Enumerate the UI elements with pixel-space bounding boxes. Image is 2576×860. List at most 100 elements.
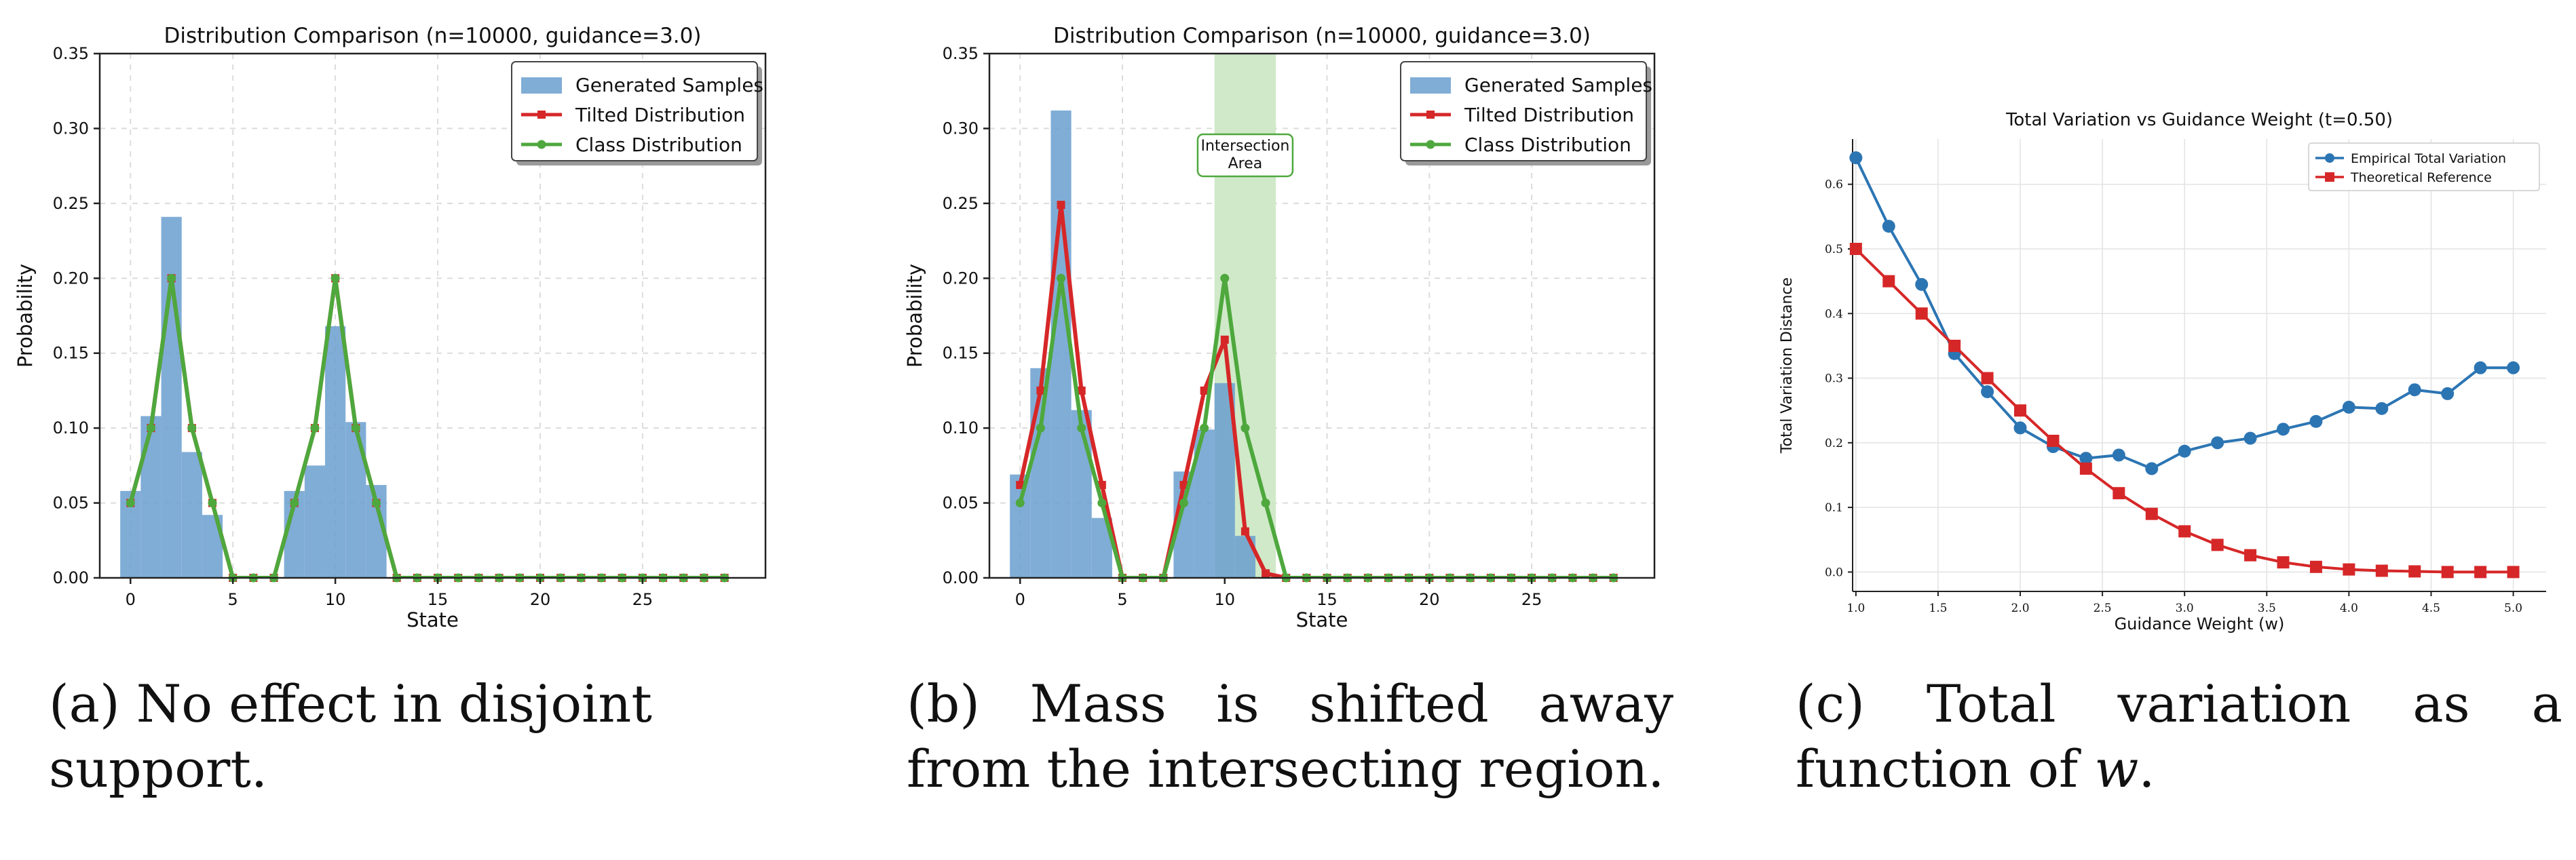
empirical-marker: [2309, 414, 2323, 428]
theory-marker: [2211, 539, 2224, 551]
empirical-marker: [2013, 421, 2027, 435]
x-tick-label: 0: [126, 590, 136, 609]
y-tick-label: 0.5: [1825, 243, 1843, 256]
legend-theory-marker: [2325, 172, 2334, 182]
empirical-marker: [2243, 431, 2257, 445]
class-marker: [1179, 499, 1188, 508]
caption-c-period: .: [2138, 739, 2155, 799]
class-marker: [208, 499, 217, 508]
class-marker: [1220, 273, 1230, 283]
x-tick-label: 25: [632, 590, 654, 609]
legend-class-marker: [1426, 140, 1435, 149]
empirical-marker: [1981, 385, 1994, 399]
caption-c-text: (c) Total variation as a function of: [1796, 673, 2562, 799]
legend-label: Generated Samples: [575, 74, 763, 96]
legend-label: Theoretical Reference: [2350, 170, 2492, 185]
class-line: [1018, 277, 1614, 578]
chart-c: 0.0 0.1 0.2 0.3 0.4 0.5 0.6 1.0 1.5 2.0 2.5 3.0 3.5 4…: [1779, 110, 2546, 633]
class-marker: [310, 423, 320, 433]
y-tick-label: 0.1: [1825, 501, 1843, 515]
y-tick-label: 0.35: [943, 44, 979, 63]
x-tick-label: 4.5: [2422, 602, 2440, 615]
legend-label: Generated Samples: [1464, 74, 1652, 96]
tilted-marker: [1016, 481, 1025, 490]
empirical-marker: [2277, 423, 2290, 436]
class-marker: [290, 499, 299, 508]
theory-marker: [2145, 507, 2158, 520]
sample-bar: [1050, 110, 1072, 578]
x-tick-label: 15: [428, 590, 449, 609]
sample-bar: [1071, 410, 1092, 578]
theory-marker: [1882, 275, 1895, 288]
x-tick-label: 2.5: [2094, 602, 2112, 615]
y-tick-label: 0.35: [53, 44, 89, 63]
sample-bar: [161, 216, 182, 579]
y-tick-label: 0.05: [53, 494, 89, 513]
theory-marker: [2408, 565, 2421, 578]
class-marker: [1036, 423, 1045, 433]
tilted-marker: [1097, 481, 1106, 490]
class-marker: [1097, 499, 1107, 508]
tilted-marker: [1200, 386, 1209, 395]
y-tick-label: 0.2: [1825, 437, 1843, 450]
annotation-line-1: Intersection: [1200, 138, 1289, 155]
legend-label: Class Distribution: [575, 134, 742, 156]
tilted-marker: [1262, 569, 1270, 578]
x-tick-label: 25: [1521, 590, 1542, 609]
theory-marker: [2079, 462, 2092, 475]
theory-marker: [2375, 564, 2388, 577]
sample-bar: [304, 465, 326, 578]
y-tick-label: 0.15: [943, 344, 979, 363]
y-tick-label: 0.10: [53, 418, 89, 437]
class-marker: [1015, 499, 1025, 508]
caption-a: (a) No effect in disjoint support.: [49, 673, 652, 799]
y-tick-label: 0.3: [1825, 372, 1843, 386]
x-axis-label: State: [406, 608, 459, 631]
y-tick-label: 0.20: [53, 269, 89, 288]
x-tick-label: 10: [325, 590, 346, 609]
empirical-marker: [1849, 151, 1863, 165]
class-marker: [167, 273, 176, 283]
caption-c: (c) Total variation as a function of w.: [1796, 671, 2562, 802]
sample-bar: [181, 452, 202, 578]
class-marker: [1077, 423, 1086, 433]
y-tick-label: 0.10: [943, 418, 979, 437]
empirical-marker: [2441, 387, 2455, 400]
annotation-box: [1196, 133, 1294, 178]
theory-marker: [1981, 372, 1994, 385]
theory-marker: [2047, 434, 2060, 447]
class-marker: [1261, 499, 1270, 508]
legend-box: [2308, 142, 2540, 191]
tilted-marker: [1179, 481, 1188, 490]
sample-bar: [1030, 368, 1051, 578]
legend-label: Tilted Distribution: [575, 104, 745, 126]
theory-marker: [2277, 556, 2290, 569]
x-tick-label: 4.0: [2340, 602, 2358, 615]
y-axis-label: Total Variation Distance: [1779, 277, 1796, 454]
x-axis-label: Guidance Weight (w): [2115, 614, 2285, 633]
y-axis-label: Probability: [903, 264, 926, 368]
theory-marker: [2244, 549, 2257, 562]
theory-marker: [2309, 560, 2322, 573]
sample-bar: [345, 422, 366, 578]
class-marker: [1200, 423, 1209, 433]
legend-label: Class Distribution: [1464, 134, 1631, 156]
tilted-marker: [1057, 201, 1065, 210]
x-tick-label: 5.0: [2504, 602, 2522, 615]
theory-marker: [1948, 339, 1961, 352]
class-line: [128, 277, 725, 578]
tilted-marker: [1240, 527, 1249, 536]
legend-empirical-marker: [2325, 153, 2334, 163]
chart-a: 0.00 0.05 0.10 0.15 0.20 0.25 0.30 0.35 0 5 10 15 20…: [14, 24, 767, 631]
class-marker: [146, 423, 155, 433]
theory-marker: [2014, 404, 2027, 417]
x-tick-label: 3.0: [2176, 602, 2194, 615]
empirical-marker: [2342, 400, 2355, 414]
x-tick-label: 20: [530, 590, 551, 609]
theory-marker: [1915, 307, 1928, 320]
legend-label: Empirical Total Variation: [2351, 151, 2506, 166]
class-marker: [126, 499, 135, 508]
class-marker: [330, 273, 340, 283]
x-tick-label: 1.5: [1929, 602, 1947, 615]
y-tick-label: 0.0: [1825, 566, 1843, 579]
